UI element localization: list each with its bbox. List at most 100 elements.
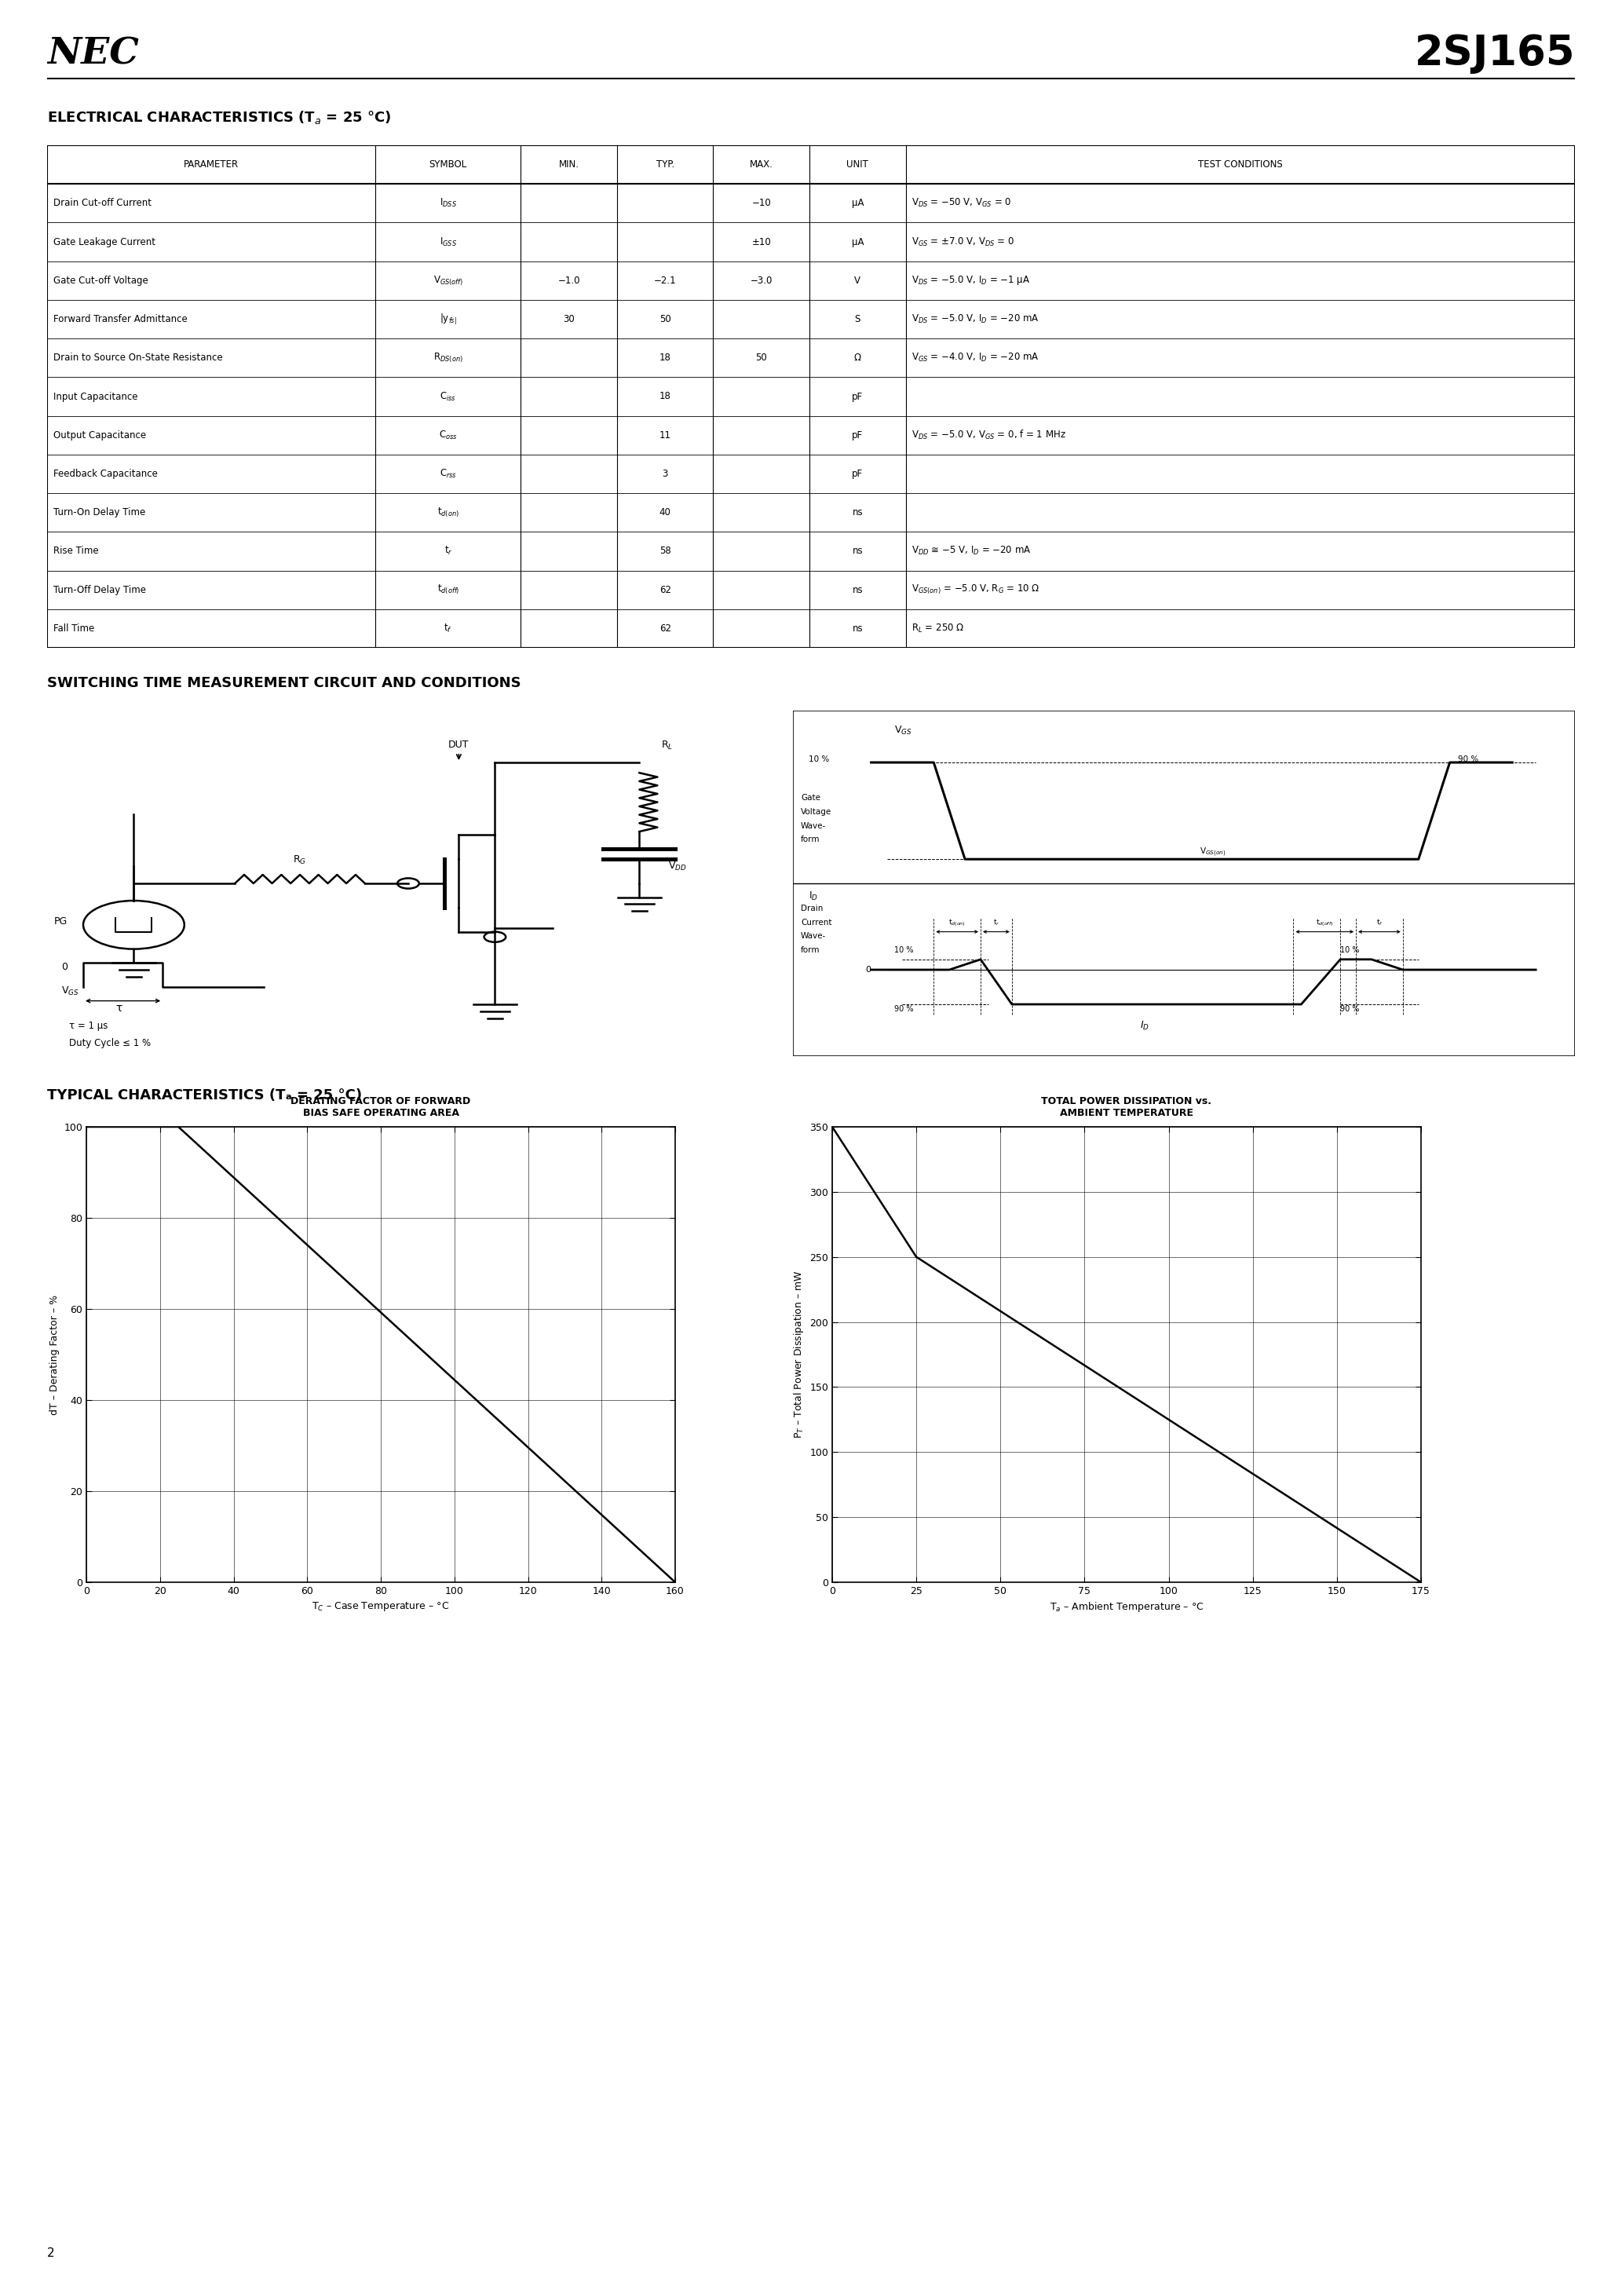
Text: Current: Current xyxy=(801,918,832,925)
Y-axis label: P$_T$ – Total Power Dissipation – mW: P$_T$ – Total Power Dissipation – mW xyxy=(792,1270,805,1440)
Text: V$_{GS(on)}$: V$_{GS(on)}$ xyxy=(1200,847,1226,859)
X-axis label: T$_C$ – Case Temperature – °C: T$_C$ – Case Temperature – °C xyxy=(311,1600,449,1614)
Text: 50: 50 xyxy=(756,354,767,363)
Text: V$_{GS}$ = −4.0 V, I$_D$ = −20 mA: V$_{GS}$ = −4.0 V, I$_D$ = −20 mA xyxy=(912,351,1040,363)
Text: MAX.: MAX. xyxy=(749,158,774,170)
Text: 11: 11 xyxy=(659,429,672,441)
Text: Forward Transfer Admittance: Forward Transfer Admittance xyxy=(54,315,187,324)
Text: −1.0: −1.0 xyxy=(558,276,581,285)
Text: 90 %: 90 % xyxy=(1340,1006,1359,1013)
Text: 18: 18 xyxy=(659,390,672,402)
Text: V$_{GS(on)}$ = −5.0 V, R$_G$ = 10 Ω: V$_{GS(on)}$ = −5.0 V, R$_G$ = 10 Ω xyxy=(912,583,1040,597)
Text: t$_{f}$: t$_{f}$ xyxy=(444,622,453,634)
Text: NEC: NEC xyxy=(47,34,139,71)
Text: Drain to Source On-State Resistance: Drain to Source On-State Resistance xyxy=(54,354,222,363)
X-axis label: T$_a$ – Ambient Temperature – °C: T$_a$ – Ambient Temperature – °C xyxy=(1049,1600,1204,1614)
Text: TYP.: TYP. xyxy=(655,158,675,170)
Text: V$_{GS}$: V$_{GS}$ xyxy=(895,726,913,737)
Text: PG: PG xyxy=(54,916,68,928)
Text: t$_{d(off)}$: t$_{d(off)}$ xyxy=(436,583,459,597)
Text: Rise Time: Rise Time xyxy=(54,546,99,556)
Text: μA: μA xyxy=(852,197,863,209)
Text: MIN.: MIN. xyxy=(558,158,579,170)
Text: V$_{DS}$ = −5.0 V, V$_{GS}$ = 0, f = 1 MHz: V$_{DS}$ = −5.0 V, V$_{GS}$ = 0, f = 1 M… xyxy=(912,429,1066,441)
Text: ±10: ±10 xyxy=(751,236,770,248)
Text: UNIT: UNIT xyxy=(847,158,868,170)
Text: TYPICAL CHARACTERISTICS (Tₐ = 25 °C): TYPICAL CHARACTERISTICS (Tₐ = 25 °C) xyxy=(47,1088,362,1102)
Text: V$_{DD}$: V$_{DD}$ xyxy=(668,861,686,872)
Text: ns: ns xyxy=(852,507,863,517)
Text: 2SJ165: 2SJ165 xyxy=(1414,32,1575,73)
Text: I$_{DSS}$: I$_{DSS}$ xyxy=(440,197,457,209)
Text: t$_{d(on)}$: t$_{d(on)}$ xyxy=(949,918,965,928)
Text: V$_{DS}$ = −5.0 V, I$_D$ = −20 mA: V$_{DS}$ = −5.0 V, I$_D$ = −20 mA xyxy=(912,312,1040,326)
Text: C$_{iss}$: C$_{iss}$ xyxy=(440,390,456,402)
Text: τ: τ xyxy=(117,1003,123,1013)
Text: V$_{DS}$ = −5.0 V, I$_D$ = −1 μA: V$_{DS}$ = −5.0 V, I$_D$ = −1 μA xyxy=(912,273,1030,287)
Text: τ = 1 μs: τ = 1 μs xyxy=(68,1022,107,1031)
Text: 10 %: 10 % xyxy=(895,946,913,955)
Text: t$_{d(off)}$: t$_{d(off)}$ xyxy=(1315,918,1333,928)
Text: 50: 50 xyxy=(659,315,672,324)
Text: −2.1: −2.1 xyxy=(654,276,676,285)
Text: R$_L$: R$_L$ xyxy=(662,739,673,751)
Text: DUT: DUT xyxy=(448,739,469,751)
Text: 3: 3 xyxy=(662,468,668,480)
Text: ELECTRICAL CHARACTERISTICS (T$_a$ = 25 °C): ELECTRICAL CHARACTERISTICS (T$_a$ = 25 °… xyxy=(47,110,391,126)
Text: SYMBOL: SYMBOL xyxy=(430,158,467,170)
Text: C$_{rss}$: C$_{rss}$ xyxy=(440,468,457,480)
Text: t$_f$: t$_f$ xyxy=(1375,918,1384,928)
Y-axis label: dT – Derating Factor – %: dT – Derating Factor – % xyxy=(49,1295,60,1414)
Text: 0: 0 xyxy=(866,967,871,974)
Text: Gate: Gate xyxy=(801,794,821,801)
Text: V$_{DD}$ ≅ −5 V, I$_D$ = −20 mA: V$_{DD}$ ≅ −5 V, I$_D$ = −20 mA xyxy=(912,544,1032,558)
Text: μA: μA xyxy=(852,236,863,248)
Text: Duty Cycle ≤ 1 %: Duty Cycle ≤ 1 % xyxy=(68,1038,151,1047)
Text: 30: 30 xyxy=(563,315,574,324)
Text: form: form xyxy=(801,836,821,843)
Text: Drain Cut-off Current: Drain Cut-off Current xyxy=(54,197,151,209)
Text: Turn-On Delay Time: Turn-On Delay Time xyxy=(54,507,146,517)
Text: t$_{d(on)}$: t$_{d(on)}$ xyxy=(438,505,459,519)
Text: V$_{DS}$ = −50 V, V$_{GS}$ = 0: V$_{DS}$ = −50 V, V$_{GS}$ = 0 xyxy=(912,197,1012,209)
Text: Output Capacitance: Output Capacitance xyxy=(54,429,146,441)
Text: R$_G$: R$_G$ xyxy=(294,854,307,866)
Text: Voltage: Voltage xyxy=(801,808,832,815)
Text: 0: 0 xyxy=(62,962,68,971)
Text: |y$_{fs|}$: |y$_{fs|}$ xyxy=(440,312,457,326)
Text: V: V xyxy=(855,276,861,285)
Text: Fall Time: Fall Time xyxy=(54,625,94,634)
Text: pF: pF xyxy=(852,429,863,441)
Text: R$_L$ = 250 Ω: R$_L$ = 250 Ω xyxy=(912,622,965,634)
Text: 62: 62 xyxy=(659,625,672,634)
Text: Gate Cut-off Voltage: Gate Cut-off Voltage xyxy=(54,276,148,285)
Text: −3.0: −3.0 xyxy=(751,276,772,285)
Text: Input Capacitance: Input Capacitance xyxy=(54,390,138,402)
Text: V$_{GS}$: V$_{GS}$ xyxy=(62,985,79,996)
Text: 40: 40 xyxy=(659,507,672,517)
Text: I$_D$: I$_D$ xyxy=(1140,1019,1150,1031)
Text: I$_D$: I$_D$ xyxy=(809,891,817,902)
Text: I$_{GSS}$: I$_{GSS}$ xyxy=(440,236,457,248)
Text: pF: pF xyxy=(852,390,863,402)
Text: Ω: Ω xyxy=(855,354,861,363)
Text: 58: 58 xyxy=(659,546,672,556)
Text: ns: ns xyxy=(852,585,863,595)
Text: −10: −10 xyxy=(751,197,770,209)
Text: C$_{oss}$: C$_{oss}$ xyxy=(440,429,457,441)
Text: S: S xyxy=(855,315,861,324)
Text: form: form xyxy=(801,946,821,955)
Text: 10 %: 10 % xyxy=(809,755,829,762)
Title: DERATING FACTOR OF FORWARD
BIAS SAFE OPERATING AREA: DERATING FACTOR OF FORWARD BIAS SAFE OPE… xyxy=(290,1095,470,1118)
Text: 90 %: 90 % xyxy=(1458,755,1478,762)
Text: V$_{GS}$ = ±7.0 V, V$_{DS}$ = 0: V$_{GS}$ = ±7.0 V, V$_{DS}$ = 0 xyxy=(912,236,1015,248)
Title: TOTAL POWER DISSIPATION vs.
AMBIENT TEMPERATURE: TOTAL POWER DISSIPATION vs. AMBIENT TEMP… xyxy=(1041,1095,1212,1118)
Text: Wave-: Wave- xyxy=(801,932,826,941)
Text: pF: pF xyxy=(852,468,863,480)
Text: ns: ns xyxy=(852,625,863,634)
Text: t$_{r}$: t$_{r}$ xyxy=(444,544,453,558)
Text: V$_{GS(off)}$: V$_{GS(off)}$ xyxy=(433,273,464,287)
Text: t$_r$: t$_r$ xyxy=(993,918,999,928)
Text: Turn-Off Delay Time: Turn-Off Delay Time xyxy=(54,585,146,595)
Text: Wave-: Wave- xyxy=(801,822,826,829)
